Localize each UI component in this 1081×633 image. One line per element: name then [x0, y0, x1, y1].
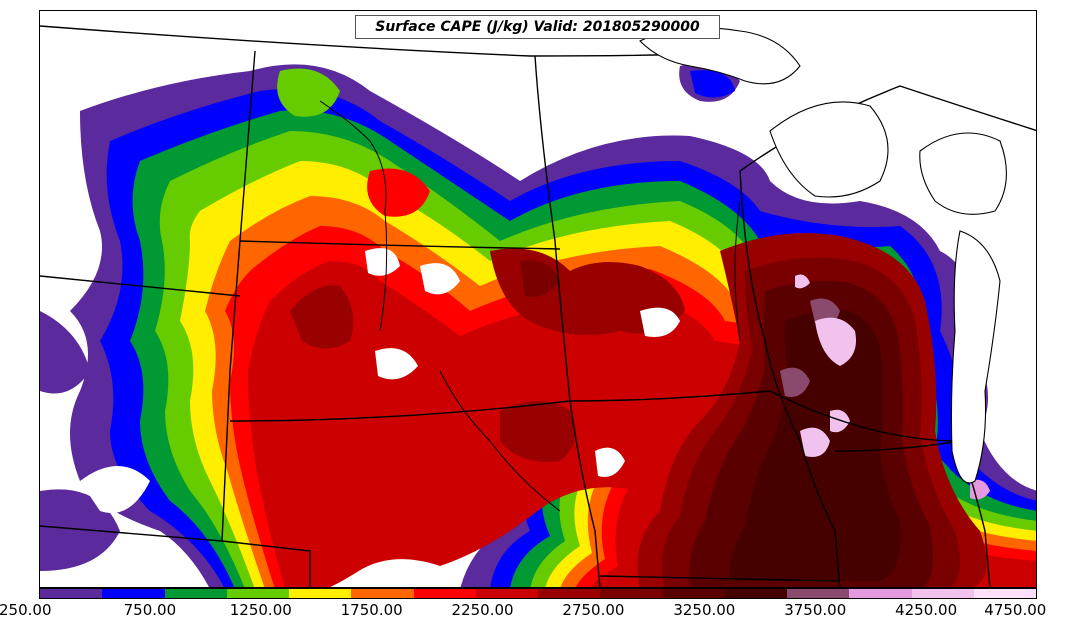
colorbar-swatch — [475, 589, 538, 598]
colorbar-swatch — [102, 589, 165, 598]
colorbar-swatch — [724, 589, 787, 598]
cape-3750-plus-regions — [780, 274, 990, 500]
colorbar-tick-label: 4250.00 — [895, 601, 958, 619]
colorbar-swatch — [289, 589, 352, 598]
colorbar-tick-label: 1250.00 — [229, 601, 292, 619]
colorbar-swatch — [164, 589, 227, 598]
map-title: Surface CAPE (J/kg) Valid: 201805290000 — [355, 15, 720, 39]
cape-field-svg — [40, 11, 1036, 587]
colorbar-tick-label: 3250.00 — [673, 601, 736, 619]
colorbar-tick-label: 750.00 — [123, 601, 177, 619]
great-lakes — [639, 27, 1007, 484]
colorbar-swatch — [538, 589, 601, 598]
colorbar-swatch — [911, 589, 974, 598]
colorbar-swatch — [413, 589, 476, 598]
rivers — [319, 100, 741, 512]
cape-map — [39, 10, 1037, 588]
colorbar-swatch — [787, 589, 850, 598]
colorbar-swatch — [226, 589, 289, 598]
colorbar-swatch — [600, 589, 663, 598]
colorbar-tick-label: 2750.00 — [562, 601, 625, 619]
colorbar-swatch — [40, 589, 103, 598]
colorbar-tick-label: 4750.00 — [984, 601, 1047, 619]
colorbar-swatch — [662, 589, 725, 598]
colorbar-tick-label: 2250.00 — [451, 601, 514, 619]
colorbar-tick-label: 3750.00 — [784, 601, 847, 619]
colorbar-tick-label: 250.00 — [0, 601, 52, 619]
colorbar-swatch — [351, 589, 414, 598]
colorbar — [39, 588, 1037, 599]
colorbar-swatch — [973, 589, 1036, 598]
colorbar-tick-label: 1750.00 — [340, 601, 403, 619]
colorbar-swatch — [849, 589, 912, 598]
